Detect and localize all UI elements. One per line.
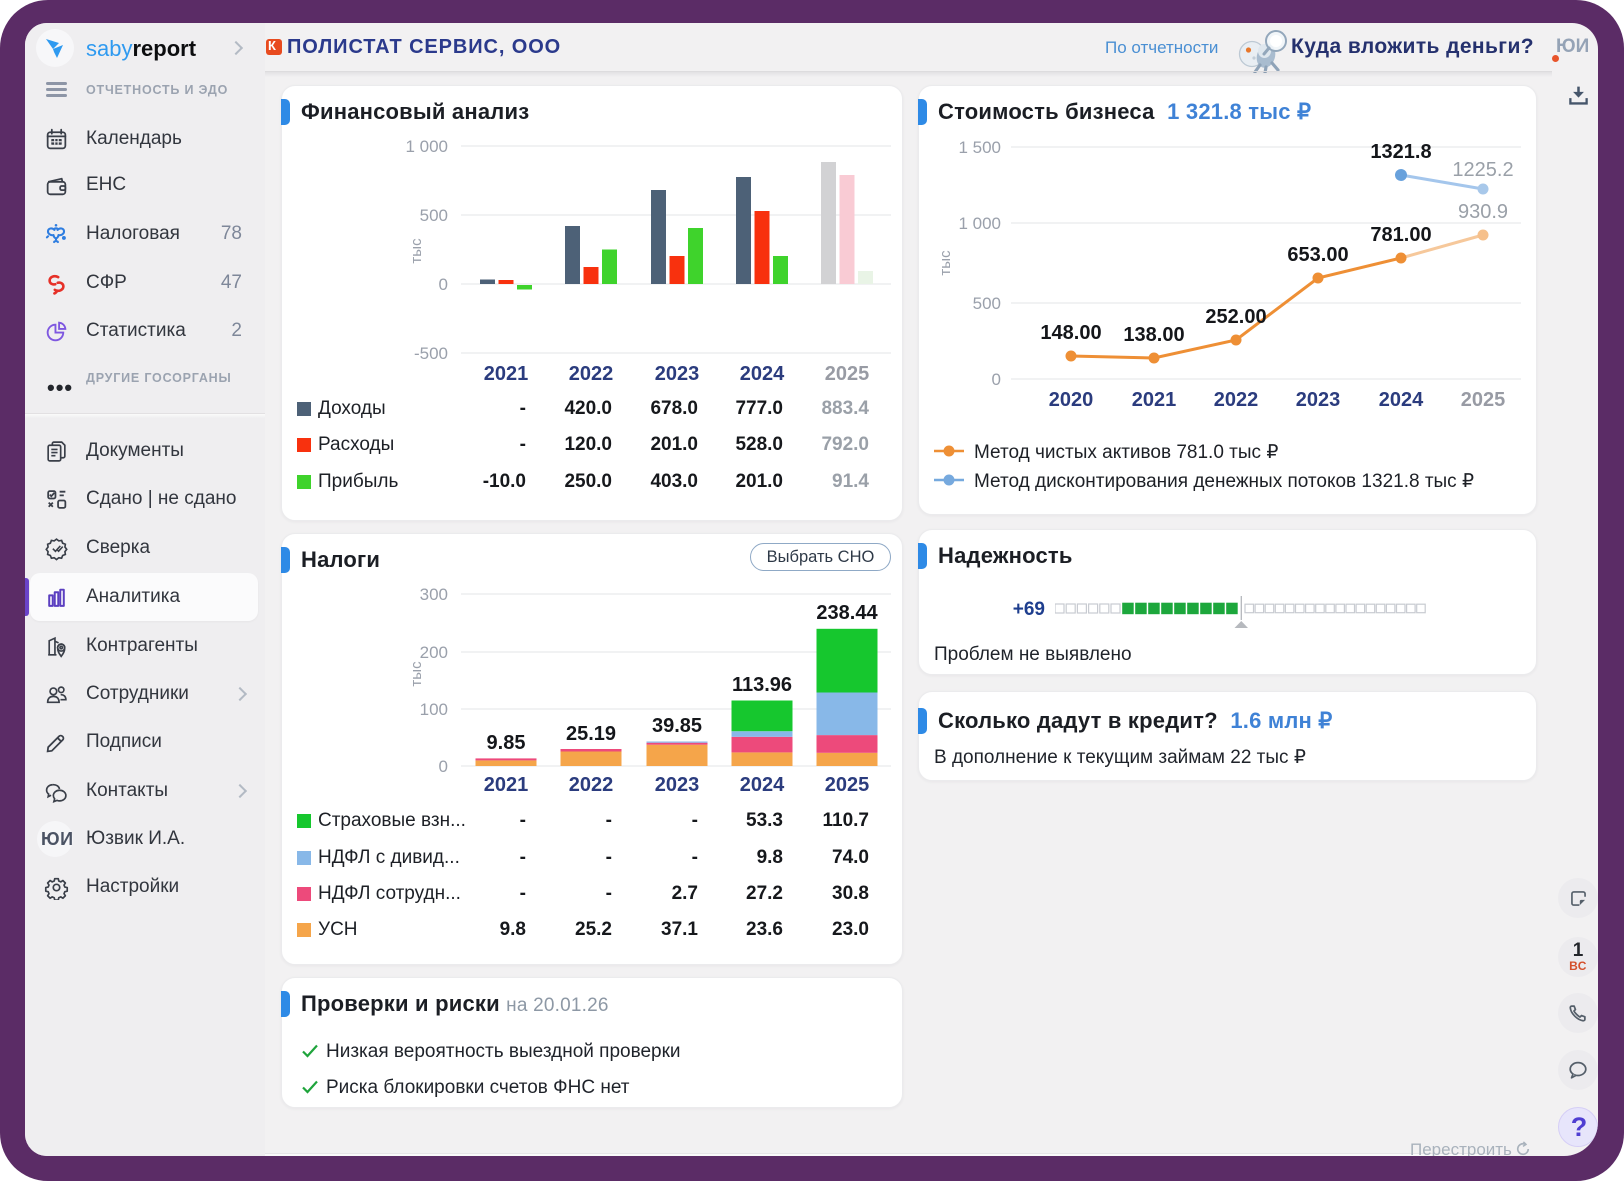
svg-text:9.85: 9.85 (487, 732, 526, 754)
svg-text:39.85: 39.85 (652, 715, 702, 737)
svg-text:1 500: 1 500 (958, 138, 1001, 157)
svg-text:138.00: 138.00 (1123, 324, 1184, 346)
svg-text:500: 500 (420, 206, 448, 225)
svg-text:2023: 2023 (1296, 389, 1341, 411)
svg-text:2023: 2023 (655, 363, 700, 385)
svg-text:300: 300 (420, 585, 448, 604)
svg-text:2022: 2022 (569, 363, 614, 385)
svg-text:200: 200 (420, 643, 448, 662)
svg-text:930.9: 930.9 (1458, 201, 1508, 223)
svg-text:2021: 2021 (1132, 389, 1177, 411)
svg-text:148.00: 148.00 (1040, 322, 1101, 344)
svg-text:781.00: 781.00 (1370, 224, 1431, 246)
svg-text:1 000: 1 000 (405, 137, 448, 156)
svg-text:500: 500 (973, 294, 1001, 313)
svg-text:2024: 2024 (1379, 389, 1424, 411)
svg-text:2021: 2021 (484, 363, 529, 385)
svg-text:2025: 2025 (1461, 389, 1506, 411)
svg-text:-500: -500 (414, 344, 448, 363)
svg-text:252.00: 252.00 (1205, 306, 1266, 328)
svg-text:1321.8: 1321.8 (1370, 141, 1431, 163)
svg-text:1225.2: 1225.2 (1452, 159, 1513, 181)
svg-text:2022: 2022 (1214, 389, 1259, 411)
svg-text:113.96: 113.96 (732, 674, 792, 696)
svg-text:тыс: тыс (937, 250, 954, 276)
svg-text:2025: 2025 (825, 774, 870, 796)
svg-text:2025: 2025 (825, 363, 870, 385)
svg-text:25.19: 25.19 (566, 723, 616, 745)
svg-text:2023: 2023 (655, 774, 700, 796)
svg-text:2020: 2020 (1049, 389, 1094, 411)
svg-text:100: 100 (420, 700, 448, 719)
svg-text:0: 0 (439, 757, 448, 776)
svg-text:2021: 2021 (484, 774, 529, 796)
svg-text:653.00: 653.00 (1287, 244, 1348, 266)
svg-text:238.44: 238.44 (816, 602, 878, 624)
svg-text:2024: 2024 (740, 774, 785, 796)
svg-text:2024: 2024 (740, 363, 785, 385)
svg-text:0: 0 (439, 275, 448, 294)
svg-text:1 000: 1 000 (958, 214, 1001, 233)
svg-text:0: 0 (992, 370, 1001, 389)
svg-text:тыс: тыс (408, 238, 425, 264)
svg-text:2022: 2022 (569, 774, 614, 796)
svg-text:тыс: тыс (408, 661, 425, 687)
